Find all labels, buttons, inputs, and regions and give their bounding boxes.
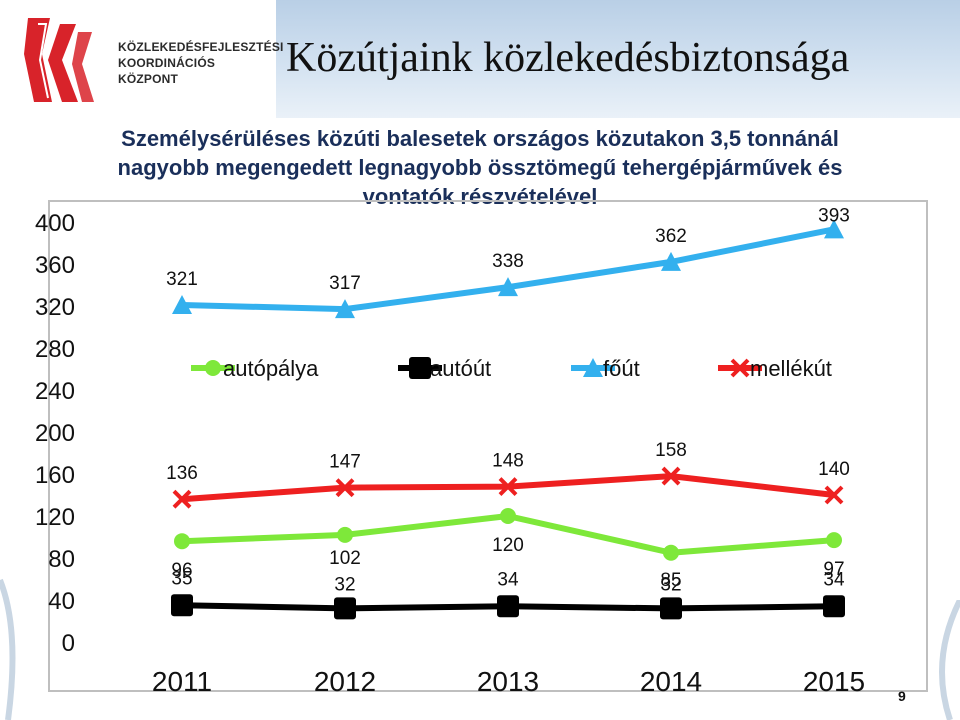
y-tick-label-320: 320 (35, 294, 75, 321)
chart-title: Személysérüléses közúti balesetek ország… (30, 124, 930, 211)
slide-title: Közútjaink közlekedésbiztonsága (286, 35, 850, 81)
point-autout-2013 (497, 595, 519, 618)
road-decoration-right (939, 600, 960, 720)
kkk-logo: KÖZLEKEDÉSFEJLESZTÉSI KOORDINÁCIÓS KÖZPO… (20, 14, 283, 106)
y-tick-label-400: 400 (35, 210, 75, 237)
point-fout-2013 (498, 277, 518, 297)
point-autopalya-2015 (826, 532, 842, 549)
data-label-fout-2015: 393 (818, 205, 850, 226)
y-tick-label-40: 40 (48, 588, 75, 615)
kkk-logo-mark-icon (24, 18, 94, 102)
data-label-autopalya-2013: 120 (492, 535, 524, 556)
point-fout-2011 (172, 294, 192, 314)
point-mellekut-2015 (824, 485, 844, 505)
data-label-mellekut-2012: 147 (329, 452, 361, 473)
point-autopalya-2013 (500, 508, 516, 524)
point-mellekut-2012 (335, 478, 355, 498)
data-label-mellekut-2011: 136 (166, 463, 198, 484)
point-autout-2014 (660, 597, 682, 620)
data-label-autout-2011: 35 (171, 568, 192, 589)
point-fout-2015 (824, 219, 844, 239)
legend-label-fout: főút (603, 356, 640, 381)
x-tick-label-2015: 2015 (803, 666, 865, 697)
logo-line-2: KOORDINÁCIÓS (118, 56, 216, 70)
page-number: 9 (898, 688, 906, 704)
data-label-autopalya-2015: 97 (823, 559, 844, 580)
data-label-mellekut-2015: 140 (818, 459, 850, 480)
logo-line-1: KÖZLEKEDÉSFEJLESZTÉSI (118, 40, 284, 54)
point-autopalya-2012 (337, 526, 353, 543)
x-tick-label-2014: 2014 (640, 666, 702, 697)
data-label-autopalya-2011: 96 (171, 560, 192, 581)
data-label-autout-2013: 34 (497, 569, 519, 590)
point-autopalya-2011 (174, 533, 190, 550)
y-tick-label-80: 80 (48, 546, 75, 573)
legend-marker-autout (409, 357, 431, 379)
y-tick-label-0: 0 (62, 630, 75, 657)
chart-title-line-1: Személysérüléses közúti balesetek ország… (121, 126, 839, 151)
data-label-autout-2012: 32 (334, 574, 355, 595)
data-label-fout-2014: 362 (655, 226, 687, 247)
x-tick-label-2012: 2012 (314, 666, 376, 697)
data-label-autopalya-2014: 85 (660, 570, 681, 591)
chart-frame (48, 200, 928, 692)
point-autopalya-2014 (663, 544, 679, 561)
y-tick-label-280: 280 (35, 336, 75, 363)
x-tick-label-2011: 2011 (152, 666, 212, 697)
data-label-autopalya-2012: 102 (329, 548, 361, 569)
y-tick-label-160: 160 (35, 462, 75, 489)
data-label-autout-2014: 32 (660, 574, 681, 595)
y-tick-label-200: 200 (35, 420, 75, 447)
chart-title-line-3: vontatók részvételével (362, 184, 598, 209)
point-autout-2011 (171, 594, 193, 617)
y-tick-label-240: 240 (35, 378, 75, 405)
y-tick-label-360: 360 (35, 252, 75, 279)
point-autout-2012 (334, 597, 356, 620)
point-fout-2014 (661, 251, 681, 271)
legend-marker-autopalya (205, 360, 221, 376)
data-label-fout-2012: 317 (329, 273, 361, 294)
road-decoration-left (0, 578, 16, 720)
data-label-fout-2013: 338 (492, 251, 524, 272)
y-tick-label-120: 120 (35, 504, 75, 531)
header-band (276, 0, 960, 118)
legend-marker-mellekut (730, 358, 750, 378)
data-label-mellekut-2014: 158 (655, 440, 687, 461)
point-mellekut-2011 (172, 489, 192, 509)
legend-marker-fout (583, 358, 603, 377)
chart-title-line-2: nagyobb megengedett legnagyobb össztömeg… (117, 155, 843, 180)
point-autout-2015 (823, 595, 845, 618)
legend-label-autout: autóút (430, 356, 491, 381)
legend-label-mellekut: mellékút (750, 356, 832, 381)
point-mellekut-2014 (661, 466, 681, 486)
data-label-mellekut-2013: 148 (492, 451, 524, 472)
point-mellekut-2013 (498, 477, 518, 497)
legend-label-autopalya: autópálya (223, 356, 319, 381)
point-fout-2012 (335, 299, 355, 319)
data-label-fout-2011: 321 (166, 269, 198, 290)
x-tick-label-2013: 2013 (477, 666, 539, 697)
logo-line-3: KÖZPONT (118, 72, 179, 86)
data-label-autout-2015: 34 (823, 569, 845, 590)
